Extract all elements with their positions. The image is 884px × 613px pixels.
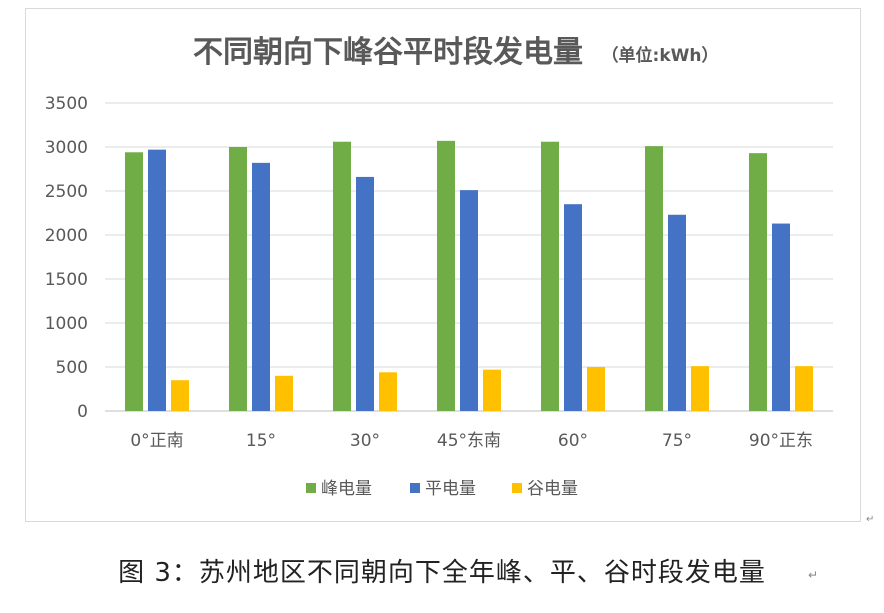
x-category-label: 90°正东 (749, 431, 813, 451)
paragraph-mark: ↵ (808, 568, 819, 582)
bar-flat (564, 204, 582, 411)
bar-flat (356, 176, 374, 411)
paragraph-mark-corner: ↵ (866, 514, 875, 525)
legend-label: 谷电量 (527, 479, 578, 499)
legend-swatch (410, 483, 420, 493)
chart-title-unit: （单位:kWh） (602, 45, 719, 66)
bar-valley (483, 369, 501, 411)
bar-peak (125, 152, 143, 411)
x-category-layer: 0°正南 15° 30° 45°东南 60° 75° 90°正东 (130, 431, 813, 451)
x-category-label: 30° (350, 431, 380, 451)
bar-flat (772, 223, 790, 411)
y-tick-label: 1000 (45, 314, 88, 334)
legend: 峰电量 平电量 谷电量 (306, 479, 578, 499)
legend-swatch (306, 483, 316, 493)
bar-valley (171, 380, 189, 411)
bar-peak (541, 141, 559, 411)
y-tick-label: 3000 (45, 138, 88, 158)
bar-valley (275, 375, 293, 411)
y-tick-label: 2000 (45, 226, 88, 246)
bar-valley (691, 366, 709, 411)
bar-peak (437, 140, 455, 411)
legend-label: 峰电量 (321, 479, 372, 499)
x-category-label: 0°正南 (130, 431, 183, 451)
y-tick-label: 500 (56, 358, 88, 378)
bar-valley (795, 366, 813, 411)
legend-label: 平电量 (425, 479, 476, 499)
x-category-label: 60° (558, 431, 588, 451)
bar-peak (333, 141, 351, 411)
chart-title: 不同朝向下峰谷平时段发电量 (193, 35, 583, 70)
x-category-label: 45°东南 (437, 431, 501, 451)
y-tick-label: 0 (77, 402, 88, 422)
bar-layer (125, 140, 813, 411)
bar-valley (587, 367, 605, 411)
bar-flat (252, 162, 270, 411)
bar-flat (460, 190, 478, 411)
y-tick-label: 1500 (45, 270, 88, 290)
bar-flat (668, 214, 686, 411)
y-tick-label: 2500 (45, 182, 88, 202)
bar-peak (229, 147, 247, 411)
bar-flat (148, 149, 166, 411)
figure-caption: 图 3：苏州地区不同朝向下全年峰、平、谷时段发电量 (118, 558, 766, 588)
y-tick-layer: 0 500 1000 1500 2000 2500 3000 3500 (45, 94, 88, 422)
bar-peak (749, 153, 767, 411)
bar-peak (645, 146, 663, 411)
legend-swatch (512, 483, 522, 493)
bar-valley (379, 372, 397, 411)
chart-svg: 不同朝向下峰谷平时段发电量 （单位:kWh） 0 500 1000 1500 2000 2… (45, 35, 833, 499)
x-category-label: 75° (662, 431, 692, 451)
y-tick-label: 3500 (45, 94, 88, 114)
x-category-label: 15° (246, 431, 276, 451)
